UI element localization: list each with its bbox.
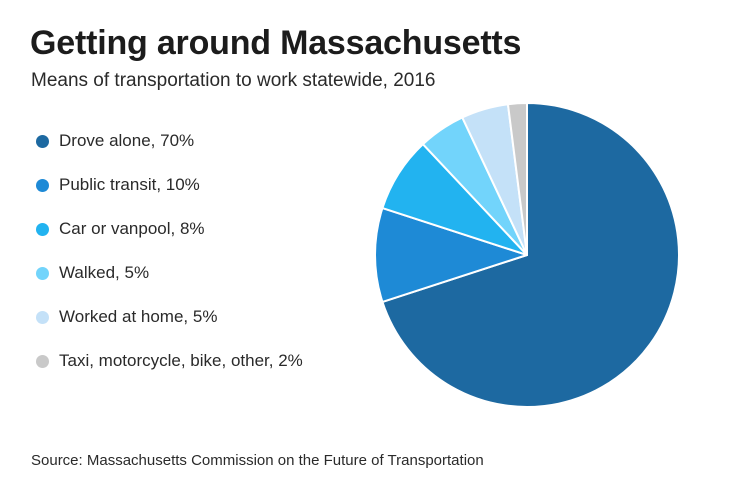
legend-item: Car or vanpool, 8% xyxy=(36,207,303,251)
legend-label: Public transit, 10% xyxy=(59,175,200,194)
pie-slice xyxy=(381,102,680,408)
legend-item: Taxi, motorcycle, bike, other, 2% xyxy=(36,339,303,383)
chart-subtitle: Means of transportation to work statewid… xyxy=(31,70,436,91)
legend-swatch xyxy=(36,222,49,236)
chart-title: Getting around Massachusetts xyxy=(30,24,522,62)
legend-item: Public transit, 10% xyxy=(36,163,303,207)
legend-swatch xyxy=(36,266,49,280)
legend-item: Drove alone, 70% xyxy=(36,119,303,163)
legend-label: Taxi, motorcycle, bike, other, 2% xyxy=(59,351,303,370)
legend-swatch xyxy=(36,310,49,324)
legend-label: Worked at home, 5% xyxy=(59,307,218,326)
legend-label: Drove alone, 70% xyxy=(59,131,195,150)
legend-swatch xyxy=(36,354,49,368)
legend-label: Walked, 5% xyxy=(59,263,150,282)
chart-legend: Drove alone, 70% Public transit, 10% Car o… xyxy=(36,119,303,383)
legend-item: Walked, 5% xyxy=(36,251,303,295)
legend-label: Car or vanpool, 8% xyxy=(59,219,205,238)
pie-slice xyxy=(506,102,528,256)
legend-item: Worked at home, 5% xyxy=(36,295,303,339)
legend-swatch xyxy=(36,134,49,148)
pie-slice xyxy=(374,207,528,303)
legend-swatch xyxy=(36,178,49,192)
source-note: Source: Massachusetts Commission on the … xyxy=(31,452,484,469)
